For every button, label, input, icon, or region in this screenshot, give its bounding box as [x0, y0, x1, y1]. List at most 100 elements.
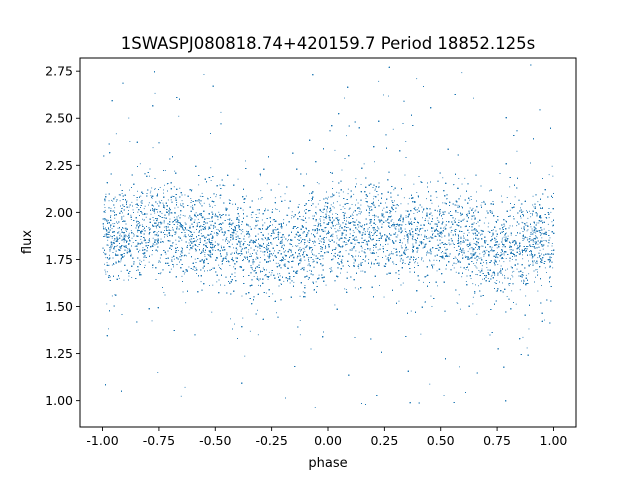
- data-point: [358, 267, 360, 269]
- data-point: [351, 213, 353, 215]
- data-point: [475, 266, 477, 268]
- data-point: [494, 239, 496, 241]
- data-point: [321, 265, 323, 267]
- data-point: [552, 267, 554, 269]
- data-point: [345, 238, 347, 240]
- data-point: [106, 233, 108, 235]
- data-point: [393, 263, 395, 265]
- data-point: [115, 200, 117, 202]
- data-point: [118, 231, 120, 233]
- data-point: [401, 242, 403, 244]
- data-point: [354, 243, 356, 245]
- data-point: [124, 255, 125, 257]
- data-point: [339, 238, 341, 240]
- data-point: [184, 222, 186, 224]
- data-point: [164, 207, 166, 209]
- data-point: [344, 220, 345, 221]
- data-point: [190, 200, 192, 201]
- data-point: [509, 209, 511, 211]
- data-point: [136, 220, 138, 222]
- data-point: [218, 264, 220, 266]
- data-point: [462, 240, 464, 241]
- data-point: [142, 218, 143, 220]
- data-point: [493, 250, 495, 251]
- data-point: [150, 213, 152, 215]
- data-point: [365, 198, 367, 199]
- data-point: [424, 301, 426, 302]
- data-point: [235, 250, 237, 252]
- data-point: [132, 209, 134, 211]
- data-point: [532, 246, 534, 247]
- data-point: [330, 221, 332, 223]
- data-point: [529, 264, 531, 265]
- data-point: [503, 261, 505, 263]
- data-point: [328, 232, 329, 234]
- data-point: [153, 219, 155, 221]
- data-point: [414, 262, 416, 264]
- data-point: [367, 244, 369, 246]
- data-point: [440, 231, 441, 233]
- data-point: [522, 272, 524, 273]
- data-point: [202, 217, 203, 219]
- data-point: [476, 191, 477, 193]
- data-point: [476, 256, 477, 258]
- data-point: [370, 252, 372, 254]
- data-point: [256, 250, 258, 252]
- data-point: [136, 199, 138, 201]
- data-point: [231, 220, 233, 221]
- data-point: [141, 231, 143, 232]
- data-point: [115, 250, 117, 252]
- data-point: [418, 229, 420, 231]
- data-point: [516, 268, 518, 270]
- data-point: [351, 250, 353, 251]
- data-point: [193, 231, 195, 233]
- data-point: [447, 248, 448, 250]
- data-point: [114, 196, 116, 198]
- data-point: [472, 253, 474, 255]
- data-point: [191, 189, 193, 191]
- data-point: [337, 229, 339, 231]
- data-point: [289, 277, 290, 279]
- data-point: [177, 223, 179, 225]
- data-point: [162, 241, 164, 243]
- data-point: [104, 209, 106, 211]
- data-point: [148, 202, 150, 204]
- data-point: [332, 233, 334, 235]
- data-point: [110, 235, 112, 237]
- data-point: [163, 189, 164, 191]
- data-point: [480, 229, 482, 231]
- data-point: [236, 231, 238, 233]
- data-point: [528, 260, 529, 262]
- data-point: [170, 268, 172, 270]
- data-point: [163, 192, 164, 194]
- data-point: [299, 295, 301, 297]
- data-point: [494, 282, 496, 283]
- data-point: [232, 203, 234, 205]
- data-point: [231, 231, 233, 233]
- data-point: [139, 262, 140, 264]
- data-point: [164, 170, 166, 171]
- data-point: [393, 189, 395, 191]
- data-point: [549, 237, 551, 239]
- data-point: [103, 251, 105, 253]
- data-point: [110, 215, 112, 217]
- data-point: [506, 240, 507, 242]
- data-point: [143, 219, 145, 221]
- data-point: [292, 245, 294, 247]
- data-point: [364, 231, 366, 233]
- data-point: [436, 223, 437, 225]
- data-point: [455, 257, 457, 259]
- data-point: [506, 296, 508, 297]
- data-point: [542, 207, 543, 208]
- data-point: [511, 259, 513, 260]
- data-point: [283, 244, 285, 246]
- data-point: [160, 272, 162, 274]
- data-point: [382, 209, 383, 211]
- data-point: [395, 226, 397, 227]
- data-point: [285, 250, 286, 252]
- data-point: [304, 276, 305, 278]
- data-point: [175, 239, 177, 241]
- data-point: [224, 284, 226, 286]
- data-point: [373, 247, 374, 248]
- data-point: [217, 243, 219, 245]
